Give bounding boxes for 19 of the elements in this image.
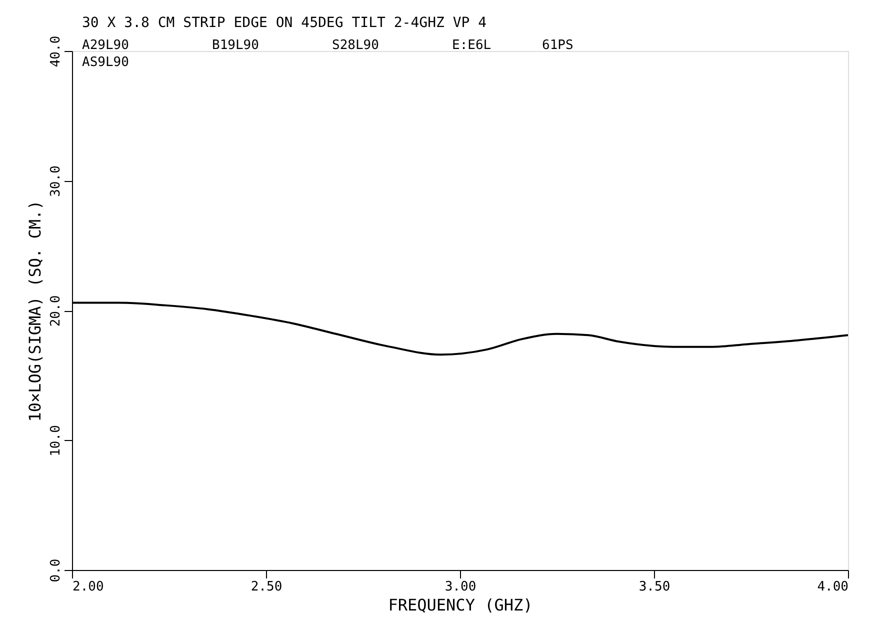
annotation: E:E6L: [452, 38, 492, 53]
annotation: A29L90: [82, 38, 129, 53]
annotation: B19L90: [212, 38, 259, 53]
x-axis-title: FREQUENCY (GHZ): [388, 596, 533, 614]
y-axis-title: 10×LOG(SIGMA) (SQ. CM.): [26, 200, 44, 422]
annotation: 61PS: [542, 38, 574, 53]
y-tick-label: 40.0: [48, 36, 64, 68]
x-tick-label: 3.00: [444, 580, 476, 594]
x-tick-label: 2.50: [250, 580, 282, 594]
x-tick-label: 4.00: [817, 580, 848, 594]
y-tick-label: 20.0: [48, 295, 64, 327]
chart-title: 30 X 3.8 CM STRIP EDGE ON 45DEG TILT 2-4GHZ VP 4: [82, 15, 487, 31]
x-tick-label: 2.00: [72, 580, 104, 594]
y-tick-label: 30.0: [48, 166, 64, 197]
x-tick-label: 3.50: [638, 580, 670, 594]
y-tick-label: 10.0: [48, 425, 64, 456]
y-tick-label: 0.0: [48, 558, 64, 582]
annotation: AS9L90: [82, 55, 129, 70]
annotation: S28L90: [332, 38, 379, 53]
